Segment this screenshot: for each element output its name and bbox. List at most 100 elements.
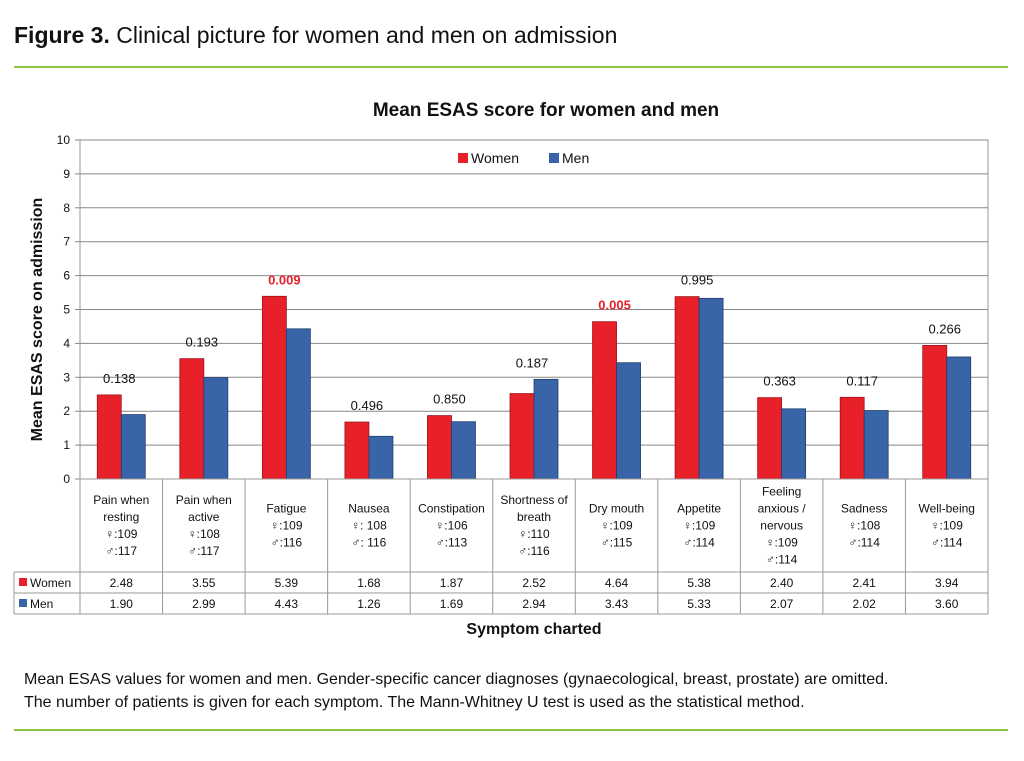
- category-label: ♀:109: [931, 519, 964, 533]
- caption-line: The number of patients is given for each…: [24, 694, 805, 711]
- table-row-label-women: Women: [30, 576, 71, 590]
- category-label: active: [188, 510, 220, 524]
- category-label: nervous: [760, 519, 803, 533]
- category-label: ♀:109: [270, 519, 303, 533]
- category-label: Fatigue: [266, 502, 306, 516]
- y-tick-label: 0: [63, 472, 70, 486]
- table-cell-men: 2.02: [853, 597, 877, 611]
- category-label: anxious /: [758, 502, 807, 516]
- legend-label-men: Men: [562, 150, 589, 166]
- bar-men: [120, 414, 146, 480]
- y-tick-label: 5: [63, 303, 70, 317]
- table-cell-men: 1.26: [357, 597, 381, 611]
- bar-women: [344, 421, 370, 480]
- bar-men: [781, 408, 807, 480]
- category-label: Appetite: [677, 502, 721, 516]
- category-label: Pain when: [93, 493, 149, 507]
- bar-women: [674, 296, 700, 480]
- category-label: Feeling: [762, 485, 801, 499]
- bar-men: [203, 377, 229, 480]
- table-cell-men: 1.69: [440, 597, 464, 611]
- table-cell-women: 1.87: [440, 576, 464, 590]
- category-label: ♂:114: [848, 536, 880, 550]
- y-tick-label: 7: [63, 235, 70, 249]
- y-tick-label: 8: [63, 201, 70, 215]
- bar-men: [285, 328, 311, 480]
- category-label: ♀:108: [188, 527, 221, 541]
- category-label: ♀:109: [683, 519, 716, 533]
- p-value-label: 0.138: [103, 371, 136, 386]
- category-label: Well-being: [918, 502, 974, 516]
- bar-men: [533, 378, 559, 480]
- table-cell-women: 2.41: [853, 576, 877, 590]
- category-label: ♀:110: [518, 527, 550, 541]
- category-label: ♂:115: [601, 536, 633, 550]
- category-label: ♂:113: [436, 536, 468, 550]
- table-cell-men: 5.33: [687, 597, 711, 611]
- table-cell-women: 3.94: [935, 576, 959, 590]
- category-label: resting: [103, 510, 139, 524]
- category-label: ♀:108: [848, 519, 881, 533]
- category-label: ♂:117: [188, 544, 220, 558]
- category-label: ♀: 108: [351, 519, 387, 533]
- table-cell-men: 1.90: [110, 597, 134, 611]
- table-cell-women: 2.40: [770, 576, 794, 590]
- p-value-label: 0.266: [928, 321, 961, 336]
- bar-women: [922, 345, 948, 480]
- y-axis-label: Mean ESAS score on admission: [29, 198, 46, 442]
- bar-men: [451, 421, 476, 480]
- p-value-label: 0.005: [598, 298, 631, 313]
- bar-men: [863, 410, 889, 480]
- bar-women: [839, 396, 865, 480]
- table-key-men: [19, 599, 27, 607]
- table-cell-women: 2.52: [522, 576, 546, 590]
- bar-men: [616, 362, 641, 480]
- category-label: ♀:109: [600, 519, 633, 533]
- category-label: ♂:116: [271, 536, 303, 550]
- y-tick-label: 1: [63, 438, 70, 452]
- table-cell-women: 2.48: [110, 576, 134, 590]
- y-tick-label: 6: [63, 269, 70, 283]
- bar-men: [946, 356, 972, 480]
- y-tick-label: 4: [63, 336, 70, 350]
- p-value-label: 0.009: [268, 272, 301, 287]
- category-label: Dry mouth: [589, 502, 644, 516]
- category-label: ♀:106: [435, 519, 468, 533]
- table-cell-men: 2.99: [192, 597, 216, 611]
- bottom-rule: [14, 729, 1008, 731]
- bar-men: [698, 297, 724, 480]
- y-tick-label: 3: [63, 370, 70, 384]
- p-value-label: 0.850: [433, 392, 466, 407]
- caption-line: Mean ESAS values for women and men. Gend…: [24, 671, 889, 688]
- bar-women: [757, 397, 783, 480]
- bar-women: [509, 393, 535, 480]
- table-cell-women: 3.55: [192, 576, 216, 590]
- legend-swatch-men: [549, 153, 559, 163]
- p-value-label: 0.193: [186, 335, 219, 350]
- table-cell-men: 2.94: [522, 597, 546, 611]
- bar-women: [261, 295, 287, 480]
- table-cell-men: 3.43: [605, 597, 629, 611]
- table-key-women: [19, 578, 27, 586]
- category-label: ♂:117: [106, 544, 138, 558]
- bar-chart: Mean ESAS score for women and men 0 1 2 3 4 5 6…: [13, 100, 989, 638]
- bar-men: [368, 435, 394, 480]
- category-label: Constipation: [418, 502, 485, 516]
- figure-title: Figure 3. Clinical picture for women and…: [14, 22, 618, 48]
- table-cell-men: 3.60: [935, 597, 959, 611]
- table-row-label-men: Men: [30, 597, 53, 611]
- category-label: ♂:114: [766, 553, 798, 567]
- category-label: Nausea: [348, 502, 390, 516]
- bar-women: [592, 321, 617, 480]
- category-label: Shortness of: [500, 493, 568, 507]
- table-cell-men: 2.07: [770, 597, 794, 611]
- chart-title: Mean ESAS score for women and men: [373, 100, 719, 121]
- bar-women: [96, 394, 122, 480]
- x-axis-label: Symptom charted: [466, 621, 601, 638]
- table-cell-women: 4.64: [605, 576, 629, 590]
- p-value-label: 0.187: [516, 355, 549, 370]
- top-rule: [14, 66, 1008, 68]
- y-tick-label: 2: [63, 404, 70, 418]
- table-cell-women: 5.39: [275, 576, 299, 590]
